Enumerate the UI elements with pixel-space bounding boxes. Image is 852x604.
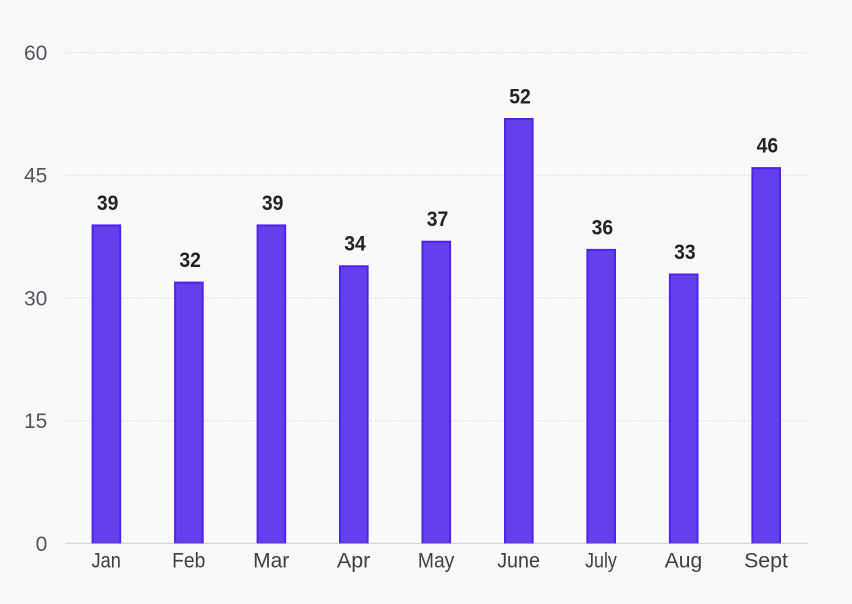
svg-text:39: 39	[262, 191, 284, 215]
svg-text:36: 36	[592, 215, 614, 239]
svg-text:Apr: Apr	[337, 548, 370, 572]
svg-text:Aug: Aug	[665, 548, 703, 572]
svg-text:May: May	[418, 548, 455, 572]
svg-text:45: 45	[24, 165, 47, 188]
svg-text:July: July	[585, 548, 617, 572]
svg-text:Feb: Feb	[172, 548, 205, 572]
svg-text:June: June	[497, 548, 540, 572]
svg-text:39: 39	[97, 191, 119, 215]
svg-text:37: 37	[427, 207, 449, 231]
svg-text:30: 30	[24, 287, 47, 310]
svg-text:15: 15	[24, 410, 47, 433]
svg-text:32: 32	[179, 248, 201, 272]
svg-text:33: 33	[674, 240, 696, 264]
svg-text:34: 34	[344, 232, 366, 256]
svg-text:Sept: Sept	[744, 548, 788, 572]
svg-text:Jan: Jan	[92, 548, 121, 572]
svg-text:0: 0	[36, 533, 48, 556]
svg-text:52: 52	[509, 84, 531, 108]
svg-text:Mar: Mar	[253, 548, 289, 572]
svg-text:60: 60	[24, 42, 47, 65]
svg-text:46: 46	[757, 134, 779, 158]
